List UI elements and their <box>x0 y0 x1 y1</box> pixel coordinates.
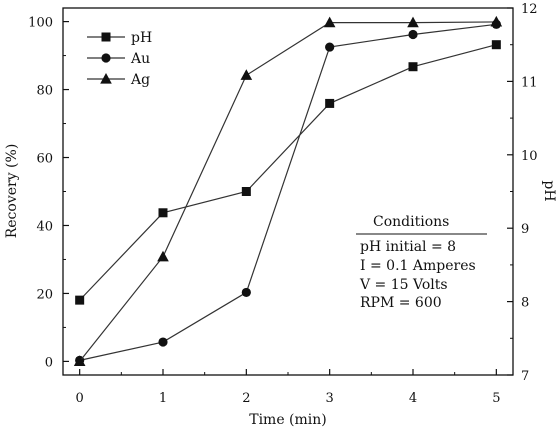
legend: pH Au Ag <box>87 30 152 88</box>
data-point-au <box>325 42 335 52</box>
data-point-ag <box>407 16 419 28</box>
conditions-line-3: V = 15 Volts <box>359 277 448 293</box>
right-y-axis-ticks: 7 8 9 10 11 12 <box>507 2 538 384</box>
x-tick-label: 4 <box>409 391 417 406</box>
left-y-tick-label: 100 <box>28 16 53 31</box>
series-line-ph <box>79 44 497 301</box>
x-tick-label: 5 <box>492 391 500 406</box>
left-y-tick-label: 80 <box>36 84 53 99</box>
conditions-line-4: RPM = 600 <box>360 295 442 311</box>
data-point-ph <box>75 295 85 305</box>
data-point-ag <box>240 69 253 80</box>
data-point-ag <box>73 355 86 367</box>
left-y-axis-ticks: 0 20 40 60 80 100 <box>28 16 69 370</box>
right-y-axis-title: pH <box>541 180 557 201</box>
conditions-title: Conditions <box>373 214 449 230</box>
conditions-line-2: I = 0.1 Amperes <box>360 258 476 274</box>
legend-marker-ag <box>100 73 112 84</box>
data-point-ph <box>241 187 251 196</box>
x-tick-label: 3 <box>326 391 334 406</box>
legend-label-ph: pH <box>131 30 152 46</box>
x-axis-ticks: 0 1 2 3 4 5 <box>76 369 500 406</box>
right-y-tick-label: 9 <box>521 222 529 237</box>
data-point-ph <box>408 62 418 72</box>
x-tick-label: 2 <box>242 391 250 406</box>
legend-label-ag: Ag <box>130 72 150 88</box>
left-y-tick-label: 60 <box>36 152 53 167</box>
right-y-tick-label: 10 <box>521 149 538 164</box>
series-line-ag <box>79 21 497 362</box>
series-line-au <box>79 23 497 361</box>
data-point-ph <box>325 98 335 108</box>
x-tick-label: 0 <box>76 391 84 406</box>
legend-marker-au <box>101 53 111 63</box>
data-point-au <box>241 287 251 298</box>
data-point-ag <box>490 15 503 27</box>
conditions-line-1: pH initial = 8 <box>360 239 456 255</box>
right-y-tick-label: 11 <box>521 75 538 90</box>
series-layer <box>73 15 503 367</box>
left-y-tick-label: 20 <box>36 287 53 302</box>
x-axis-title: Time (min) <box>249 412 327 428</box>
data-point-ag <box>323 16 336 28</box>
left-y-tick-label: 0 <box>45 355 53 370</box>
left-y-axis-title: Recovery (%) <box>4 144 20 239</box>
conditions-box: Conditions pH initial = 8 I = 0.1 Ampere… <box>356 214 487 311</box>
right-y-tick-label: 12 <box>521 2 538 17</box>
data-point-ag <box>157 250 169 262</box>
data-point-au <box>408 29 418 40</box>
data-point-au <box>158 337 168 347</box>
right-y-tick-label: 7 <box>521 369 529 384</box>
right-y-tick-label: 8 <box>521 296 529 311</box>
x-tick-label: 1 <box>159 391 167 406</box>
data-point-ph <box>491 40 501 50</box>
legend-label-au: Au <box>130 51 150 67</box>
legend-marker-ph <box>101 32 111 42</box>
left-y-tick-label: 40 <box>36 219 53 234</box>
data-point-ph <box>158 208 168 218</box>
